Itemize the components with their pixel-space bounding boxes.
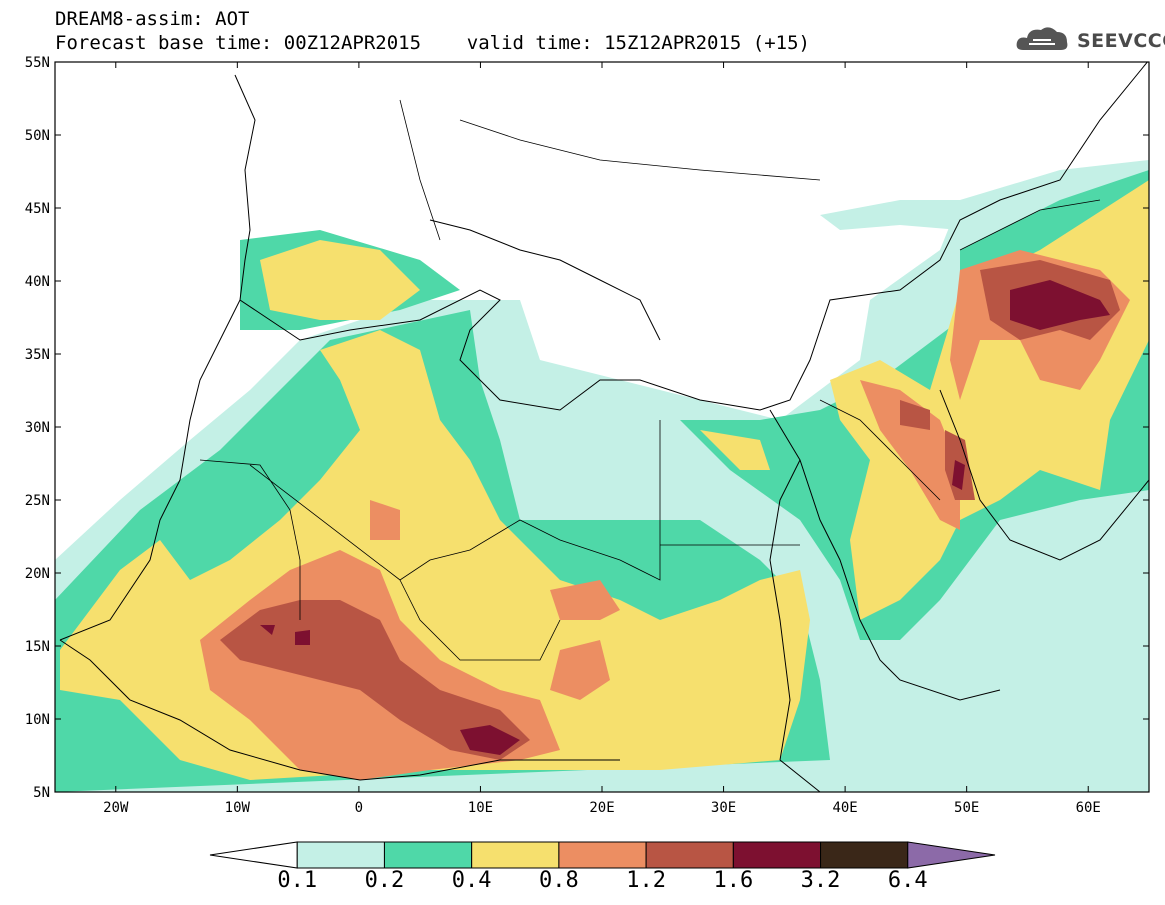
- colorbar-label: 0.1: [277, 868, 318, 893]
- x-tick-label: 10E: [468, 800, 493, 816]
- aot-map: 20W 10W 0 10E 20E 30E 40E 50E 60E 55N 50N 45N 40N 35N…: [25, 55, 1150, 816]
- x-tick-label: 30E: [711, 800, 736, 816]
- y-tick-label: 40N: [25, 274, 50, 290]
- colorbar-label: 0.4: [451, 868, 492, 893]
- y-tick-label: 50N: [25, 128, 50, 144]
- x-tick-label: 20W: [103, 800, 129, 816]
- x-tick-label: 50E: [954, 800, 979, 816]
- axis-tick-labels: 20W 10W 0 10E 20E 30E 40E 50E 60E 55N 50N 45N 40N 35N…: [25, 55, 1101, 816]
- x-tick-label: 20E: [589, 800, 614, 816]
- y-tick-label: 10N: [25, 712, 50, 728]
- cloud-logo-icon: [1016, 27, 1068, 50]
- coastlines: [59, 62, 1149, 792]
- y-tick-label: 45N: [25, 201, 50, 217]
- y-tick-label: 30N: [25, 420, 50, 436]
- colorbar-label: 3.2: [800, 868, 841, 893]
- logo-text: SEEVCCC: [1077, 30, 1165, 52]
- forecast-time-line: Forecast base time: 00Z12APR2015 valid t…: [55, 32, 810, 54]
- x-tick-label: 10W: [225, 800, 251, 816]
- colorbar-label: 0.2: [364, 868, 405, 893]
- x-tick-label: 0: [355, 800, 363, 816]
- y-tick-label: 15N: [25, 639, 50, 655]
- colorbar-label: 0.8: [539, 868, 579, 893]
- colorbar-label: 1.6: [713, 868, 754, 893]
- map-title: DREAM8-assim: AOT: [55, 8, 250, 30]
- x-tick-label: 60E: [1076, 800, 1101, 816]
- aot-level-1.6: [260, 280, 1110, 755]
- y-tick-label: 5N: [33, 785, 50, 801]
- y-tick-label: 20N: [25, 566, 50, 582]
- country-borders: [199, 99, 1101, 661]
- x-tick-label: 40E: [832, 800, 857, 816]
- colorbar-label: 6.4: [887, 868, 928, 893]
- y-tick-label: 55N: [25, 55, 50, 71]
- colorbar-label: 1.2: [626, 868, 666, 893]
- y-tick-label: 35N: [25, 347, 50, 363]
- y-tick-label: 25N: [25, 493, 50, 509]
- axis-ticks: [55, 61, 1149, 793]
